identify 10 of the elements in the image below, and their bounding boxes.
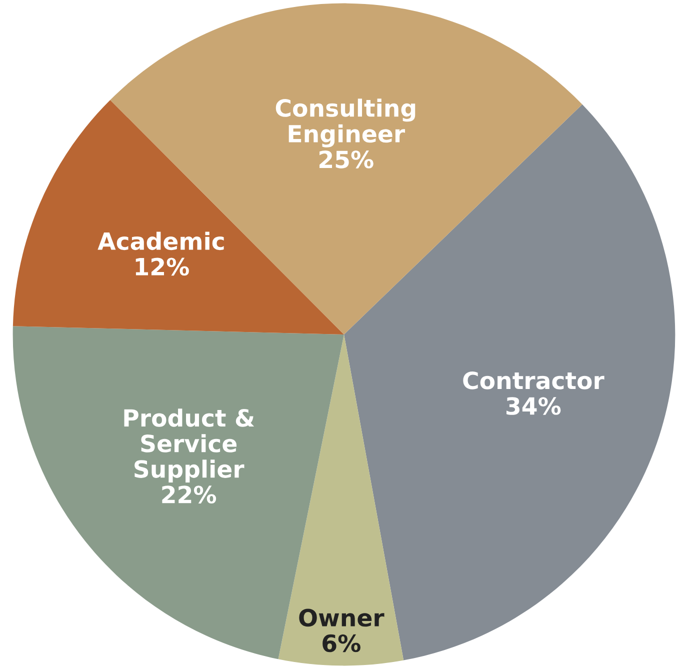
slice-label: Product & Service Supplier [124,408,254,483]
data-label: 25% [320,150,374,168]
data-label: 6% [322,634,360,652]
slice-label: Consulting Engineer [276,98,416,148]
data-label: 34% [506,397,561,415]
slice-label: Contractor [463,372,604,390]
slice-label: Academic [98,232,224,250]
data-label: 12% [136,258,189,276]
slice-label: Owner [299,608,384,627]
data-label: 22% [162,486,216,504]
